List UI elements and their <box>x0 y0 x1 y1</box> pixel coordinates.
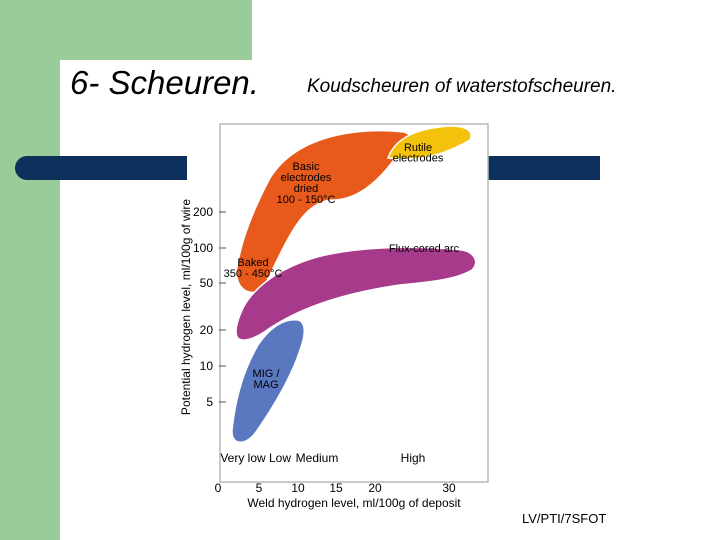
y-tick-label: 100 <box>193 241 213 255</box>
y-tick-label: 5 <box>206 395 213 409</box>
x-tick-label: 10 <box>291 481 305 495</box>
category-label: Low <box>269 451 291 465</box>
region-basic-electrodes <box>235 129 412 293</box>
y-tick-label: 50 <box>200 276 214 290</box>
region-mig-mag <box>231 319 305 443</box>
category-label: Very low <box>220 451 266 465</box>
x-tick-label: 0 <box>215 481 222 495</box>
label-flux-cored-arc-line: Flux-cored arc <box>389 243 460 255</box>
title-rule-right <box>488 156 600 180</box>
y-tick-label: 10 <box>200 359 214 373</box>
title-rule-left <box>15 156 187 180</box>
label-baked-line: 350 - 450°C <box>224 268 283 280</box>
region-rutile-electrodes <box>386 125 472 160</box>
slide-footer: LV/PTI/7SFOT <box>522 511 607 526</box>
label-basic-electrodes-line: electrodes <box>281 172 332 184</box>
label-rutile-electrodes-line: electrodes <box>393 153 444 165</box>
category-label: Medium <box>296 451 339 465</box>
category-label: High <box>401 451 426 465</box>
y-tick-label: 20 <box>200 323 214 337</box>
region-flux-cored-arc <box>235 246 477 341</box>
y-axis-title: Potential hydrogen level, ml/100g of wir… <box>179 199 193 415</box>
slide-subtitle: Koudscheuren of waterstofscheuren. <box>307 76 617 97</box>
label-basic-electrodes-line: Basic <box>293 161 320 173</box>
label-mig-mag-line: MIG / <box>253 368 281 380</box>
header-band <box>60 0 252 60</box>
label-mig-mag-line: MAG <box>253 379 278 391</box>
x-tick-label: 5 <box>256 481 263 495</box>
x-axis-title: Weld hydrogen level, ml/100g of deposit <box>247 496 461 510</box>
x-tick-label: 15 <box>329 481 343 495</box>
label-rutile-electrodes-line: Rutile <box>404 142 432 154</box>
sidebar-band <box>0 0 60 540</box>
label-basic-electrodes-line: dried <box>294 183 318 195</box>
label-baked-line: Baked <box>237 257 268 269</box>
x-tick-label: 20 <box>368 481 382 495</box>
slide-title: 6- Scheuren. <box>70 64 259 101</box>
y-tick-label: 200 <box>193 205 213 219</box>
label-basic-electrodes-line: 100 - 150°C <box>277 194 336 206</box>
x-tick-label: 30 <box>442 481 456 495</box>
plot-frame <box>219 123 489 483</box>
